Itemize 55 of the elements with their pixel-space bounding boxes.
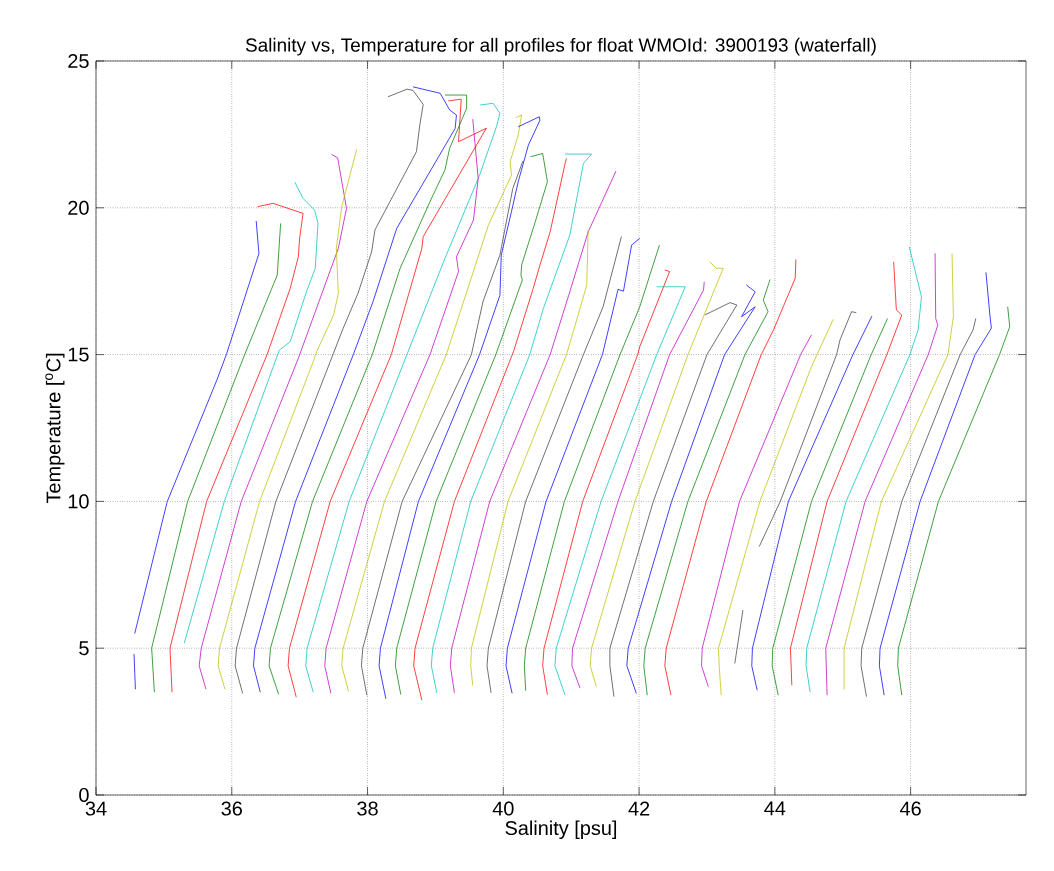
- line-series: [718, 318, 834, 696]
- line-series: [805, 246, 922, 693]
- line-series: [571, 281, 705, 689]
- x-tick-label: 40: [492, 801, 514, 816]
- line-series: [217, 148, 358, 690]
- line-series: [169, 203, 304, 693]
- line-series: [664, 259, 797, 696]
- y-tick-label: 15: [68, 347, 89, 362]
- line-series: [751, 315, 873, 691]
- line-series: [701, 334, 812, 688]
- x-tick-label: 44: [764, 801, 786, 816]
- line-series: [589, 261, 724, 688]
- y-tick-label: 0: [79, 787, 89, 803]
- x-tick-label: 38: [357, 801, 378, 816]
- line-series: [771, 318, 888, 696]
- line-series: [470, 229, 589, 686]
- line-series: [341, 114, 523, 692]
- line-series: [505, 237, 641, 694]
- line-series: [234, 88, 424, 694]
- line-series: [198, 153, 347, 690]
- line-series: [394, 153, 548, 695]
- y-axis-title: Temperature [$^{o}$C]: [45, 353, 65, 504]
- line-series: [790, 261, 903, 686]
- line-series: [643, 279, 771, 696]
- y-tick-label: 5: [79, 641, 89, 656]
- y-tick-label: 20: [68, 200, 89, 215]
- line-series: [879, 272, 992, 696]
- line-series: [183, 181, 319, 644]
- chart-title: Salinity vs, Temperature for all profiles for float WMOId: 3900193 (waterfall): [245, 37, 876, 56]
- line-series: [449, 170, 617, 694]
- line-series: [897, 306, 1011, 696]
- line-series: [378, 116, 541, 700]
- x-tick-label: 36: [221, 801, 242, 816]
- line-series: [305, 102, 501, 693]
- x-tick-label: 46: [899, 801, 921, 816]
- line-series: [843, 252, 954, 690]
- line-series: [609, 302, 738, 698]
- line-series: [430, 153, 592, 694]
- y-tick-label: 25: [68, 53, 89, 69]
- line-series: [486, 236, 622, 694]
- x-tick-label: 34: [85, 801, 107, 816]
- x-axis-title: Salinity [psu]: [505, 820, 617, 840]
- line-series: [324, 118, 479, 694]
- line-series: [151, 222, 282, 693]
- x-tick-label: 42: [628, 801, 650, 816]
- line-series: [542, 269, 670, 695]
- line-series: [860, 318, 977, 698]
- y-tick-label: 10: [68, 494, 89, 509]
- line-series: [361, 160, 524, 696]
- line-series: [554, 286, 686, 696]
- line-series: [287, 98, 487, 698]
- line-series: [626, 284, 756, 694]
- line-series: [825, 252, 939, 696]
- line-series: [523, 244, 660, 692]
- line-series: [413, 158, 567, 701]
